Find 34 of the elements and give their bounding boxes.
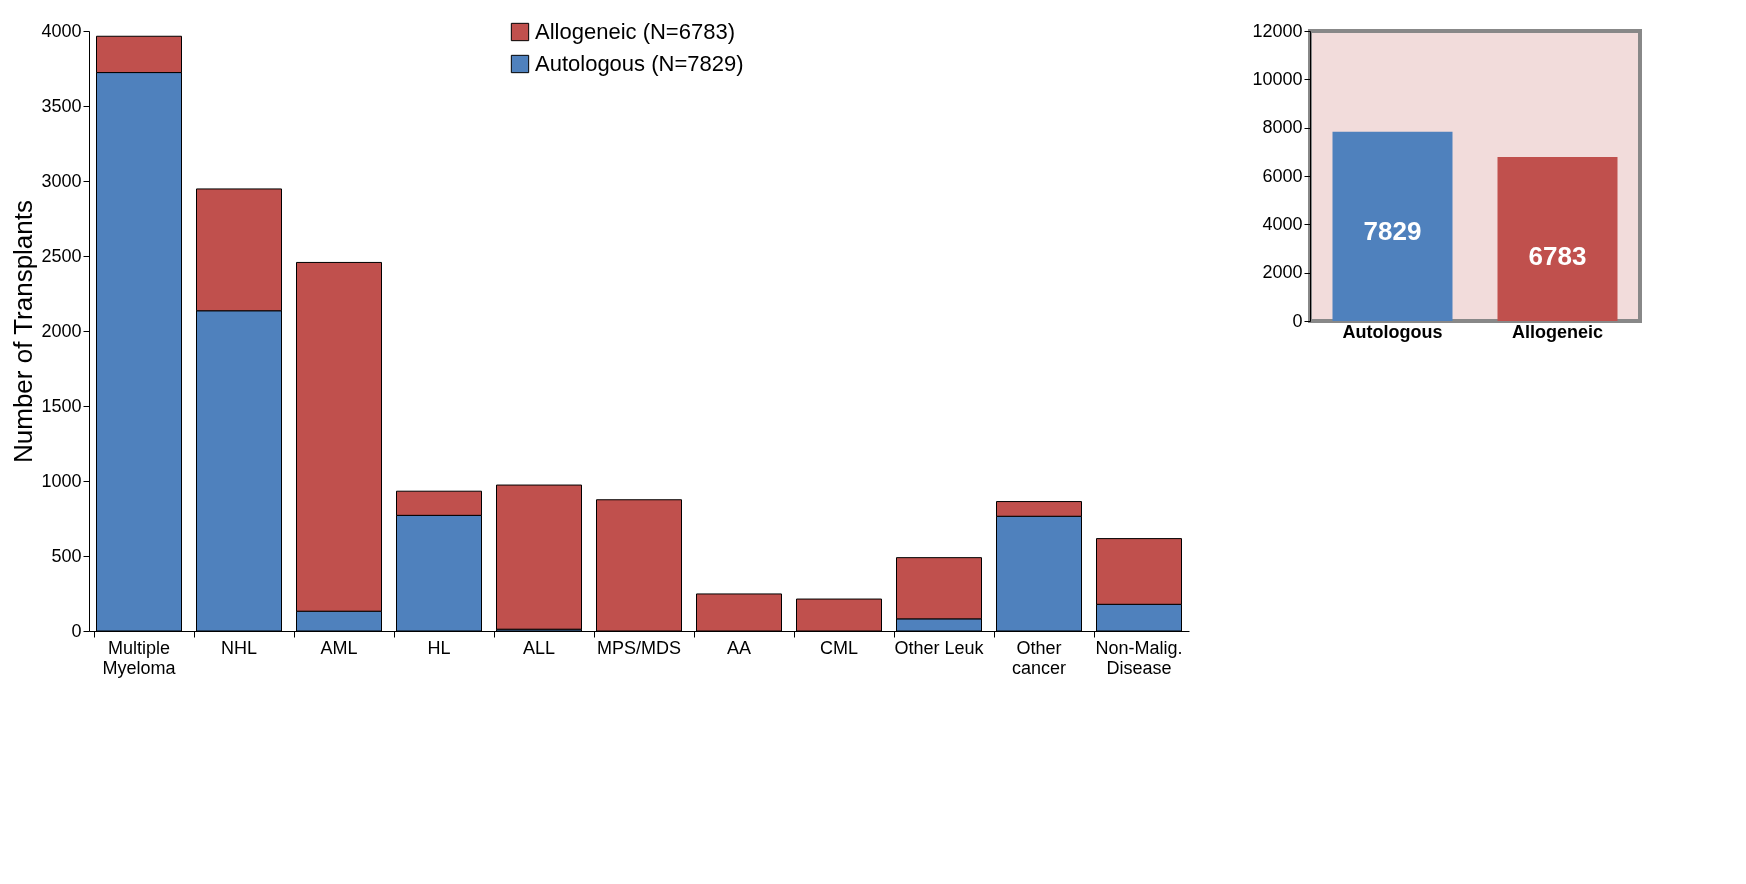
y-tick-label: 2000	[1262, 262, 1303, 283]
x-tick-label: CML	[819, 637, 859, 658]
y-tick-label: 6000	[1262, 165, 1303, 186]
x-tick-label: NHL	[220, 637, 258, 658]
y-axis-title: Number of Transplants	[8, 199, 39, 464]
y-tick-label: 4000	[1262, 213, 1303, 234]
y-tick-label: 8000	[1262, 117, 1303, 138]
y-tick-label: 1500	[41, 395, 82, 416]
y-tick-label: 4000	[41, 20, 82, 41]
x-tick-label: HL	[427, 637, 451, 658]
y-tick-label: 12000	[1252, 20, 1303, 41]
legend-label: Autologous (N=7829)	[535, 51, 744, 76]
y-tick-label: 2000	[41, 320, 82, 341]
x-tick-label: ALL	[522, 637, 556, 658]
y-tick-label: 3000	[41, 170, 82, 191]
data-label: 7829	[1363, 215, 1422, 246]
x-tick-label: Autologous	[1342, 321, 1443, 342]
x-tick-label: Multiple Myeloma	[102, 637, 177, 678]
y-tick-label: 500	[51, 545, 82, 566]
x-tick-label: AML	[320, 637, 358, 658]
y-tick-label: 10000	[1252, 68, 1303, 89]
y-tick-label: 0	[1292, 310, 1303, 331]
data-label: 6783	[1528, 241, 1587, 272]
legend-label: Allogeneic (N=6783)	[535, 19, 735, 44]
x-tick-label: Other Leuk	[894, 637, 985, 658]
y-tick-label: 1000	[41, 470, 82, 491]
x-tick-label: Other cancer	[1011, 637, 1067, 678]
y-tick-label: 2500	[41, 245, 82, 266]
x-tick-label: MPS/MDS	[596, 637, 682, 658]
y-tick-label: 3500	[41, 95, 82, 116]
x-tick-label: AA	[726, 637, 752, 658]
x-tick-label: Non-Malig. Disease	[1095, 637, 1183, 678]
x-tick-label: Allogeneic	[1511, 321, 1604, 342]
y-tick-label: 0	[71, 620, 82, 641]
